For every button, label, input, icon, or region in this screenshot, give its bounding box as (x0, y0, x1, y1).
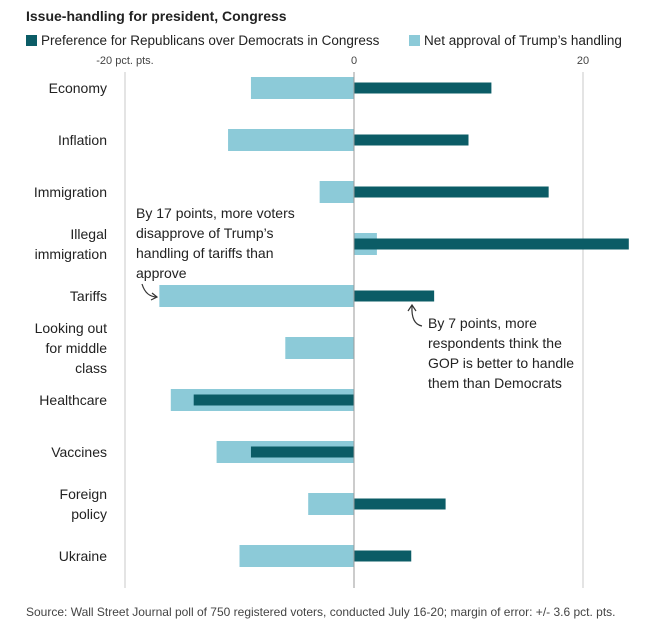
bar-gop-inflation (354, 134, 469, 146)
bar-gop-vaccines (250, 446, 354, 458)
legend-item-trump-approval: Net approval of Trump’s handling (409, 33, 622, 48)
legend-swatch-light (409, 35, 420, 46)
bar-approval-economy (250, 77, 354, 99)
legend-label-republicans: Preference for Republicans over Democrat… (41, 33, 380, 48)
bar-gop-ukraine (354, 550, 412, 562)
source-note: Source: Wall Street Journal poll of 750 … (26, 605, 616, 619)
bar-approval-ukraine (239, 545, 354, 567)
bar-approval-inflation (228, 129, 354, 151)
category-label-inflation: Inflation (58, 132, 107, 148)
x-tick-label: 0 (351, 55, 357, 67)
bar-gop-tariffs (354, 290, 435, 302)
category-label-economy: Economy (49, 80, 107, 96)
arrowhead-gop (407, 303, 417, 312)
category-label-healthcare: Healthcare (39, 392, 107, 408)
bar-approval-immigration (319, 181, 354, 203)
x-tick-label: -20 pct. pts. (96, 55, 153, 67)
chart-title: Issue-handling for president, Congress (26, 8, 287, 24)
legend-label-trump-approval: Net approval of Trump’s handling (424, 33, 622, 48)
category-label-ukraine: Ukraine (59, 548, 107, 564)
bar-chart: -20 pct. pts. 0 20 Economy Inflation Immigrat… (34, 55, 629, 588)
bar-gop-illegal-immigration (354, 238, 629, 250)
category-label-illegal-immigration: Illegal immigration (35, 226, 107, 262)
bar-gop-foreign-policy (354, 498, 446, 510)
bar-approval-tariffs (159, 285, 354, 307)
category-label-immigration: Immigration (34, 184, 107, 200)
category-label-tariffs: Tariffs (70, 288, 107, 304)
bar-gop-immigration (354, 186, 549, 198)
category-label-foreign-policy: Foreign policy (60, 486, 107, 522)
legend-item-republicans: Preference for Republicans over Democrat… (26, 33, 379, 48)
bar-gop-healthcare (193, 394, 354, 406)
annotation-tariffs: By 17 points, more voters disapprove of … (136, 205, 295, 281)
bar-gop-economy (354, 82, 492, 94)
category-label-looking-out-for-middle-class: Looking out for middle class (35, 320, 108, 376)
x-tick-label: 20 (577, 55, 589, 67)
arrow-tariffs (141, 283, 158, 298)
bar-approval-foreign-policy (308, 493, 354, 515)
bar-approval-looking-out-for-middle-class (285, 337, 354, 359)
arrowhead-tariffs (150, 292, 159, 301)
annotation-gop: By 7 points, more respondents think the … (428, 315, 575, 391)
arrow-gop (411, 305, 423, 327)
category-label-vaccines: Vaccines (51, 444, 107, 460)
legend-swatch-dark (26, 35, 37, 46)
